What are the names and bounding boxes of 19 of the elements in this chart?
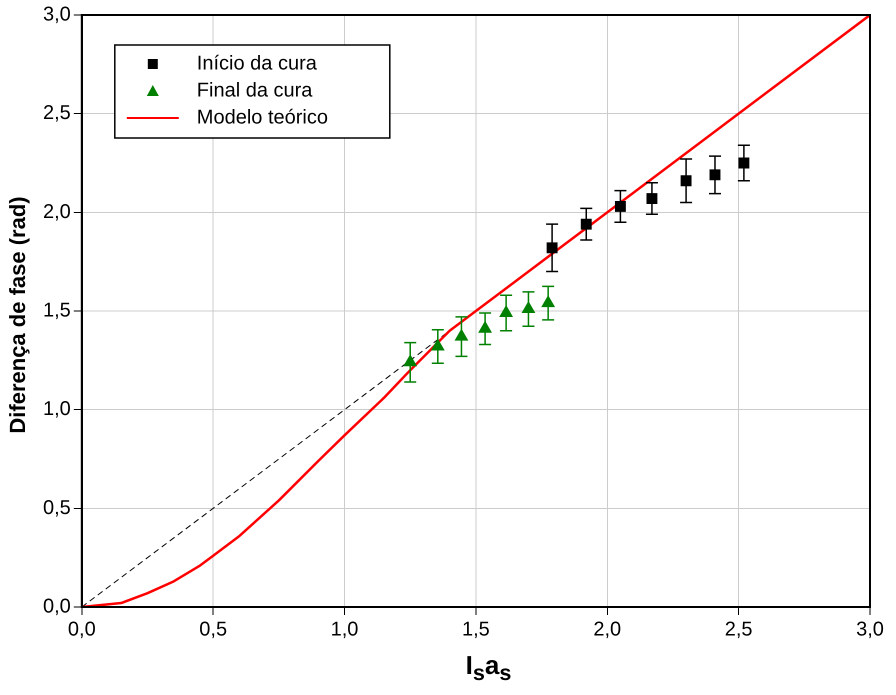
y-tick-label: 0,0	[42, 596, 71, 618]
x-axis-title: I$_{s}$a$_{s}$	[464, 650, 512, 686]
x-tick-label: 3,0	[856, 618, 884, 641]
x-tick-label: 2,0	[593, 618, 622, 641]
x-tick-label: 2,5	[724, 618, 753, 641]
x-tick-label: 0,5	[199, 618, 228, 641]
legend-label: Final da cura	[196, 80, 314, 102]
legend-label: Modelo teórico	[196, 106, 328, 129]
legend-label: Início da cura	[196, 52, 318, 75]
x-tick-label: 1,0	[330, 618, 358, 641]
x-tick-label: 0,0	[68, 618, 96, 641]
y-tick-label: 2,0	[42, 200, 71, 223]
y-axis-title: Diferença de fase (rad)	[5, 196, 31, 434]
y-tick-label: 1,0	[42, 398, 71, 420]
y-tick-label: 2,5	[42, 102, 71, 124]
y-tick-label: 0,5	[42, 496, 71, 519]
x-tick-label: 1,5	[462, 618, 490, 641]
y-tick-label: 1,5	[42, 300, 71, 322]
y-tick-label: 3,0	[42, 4, 71, 26]
